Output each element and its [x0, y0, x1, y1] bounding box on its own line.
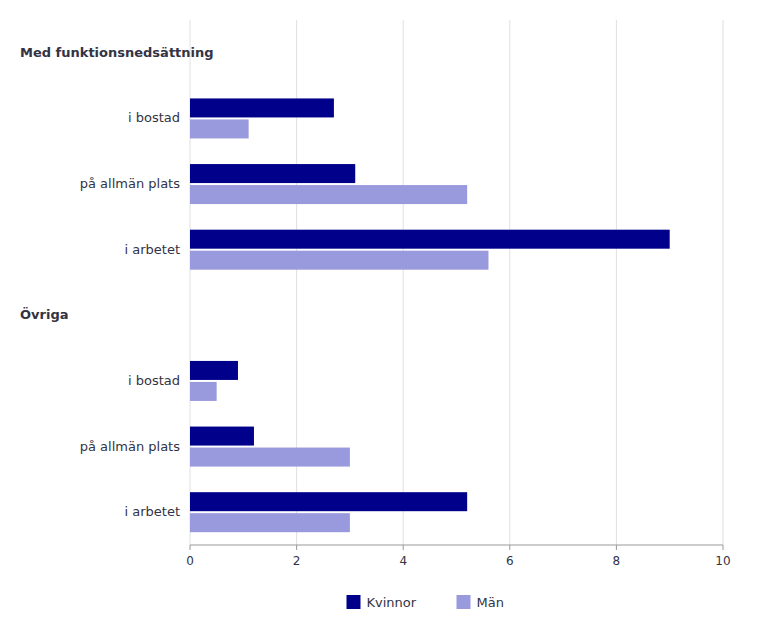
chart-svg: 0246810Kvinnor: 2.7Kvinnor: 3.1Kvinnor: … — [0, 0, 759, 635]
category-label: i arbetet — [125, 504, 181, 519]
tick-mark — [296, 545, 297, 550]
legend: Kvinnor Män — [347, 595, 504, 610]
grid-line — [509, 20, 510, 545]
legend-label: Kvinnor — [367, 595, 417, 610]
tick-mark — [403, 545, 404, 550]
grid-line — [616, 20, 617, 545]
axis-line — [190, 545, 723, 546]
grid — [190, 20, 723, 545]
tick-label: 2 — [293, 554, 301, 568]
bar: Män: 3 — [190, 513, 350, 532]
bar: Män: 5.6 — [190, 251, 488, 270]
bar: Kvinnor: 2.7 — [190, 98, 334, 117]
tick-mark — [723, 545, 724, 550]
tick-label: 4 — [399, 554, 407, 568]
grid-line — [403, 20, 404, 545]
category-label: i bostad — [128, 110, 180, 125]
category-label: i arbetet — [125, 242, 181, 257]
bar: Kvinnor: 9 — [190, 230, 670, 249]
category-label: i bostad — [128, 373, 180, 388]
legend-swatch — [457, 595, 471, 609]
bar: Män: 5.2 — [190, 185, 467, 204]
bar: Kvinnor: 0.9 — [190, 361, 238, 380]
legend-swatch — [347, 595, 361, 609]
tick-mark — [509, 545, 510, 550]
tick-label: 10 — [715, 554, 730, 568]
bar: Kvinnor: 3.1 — [190, 164, 355, 183]
tick-mark — [616, 545, 617, 550]
chart-container: 0246810Kvinnor: 2.7Kvinnor: 3.1Kvinnor: … — [0, 0, 759, 635]
bar: Män: 1.1 — [190, 119, 249, 138]
group-label: Övriga — [20, 307, 68, 322]
y-axis: Med funktionsnedsättning i bostad på allmä… — [20, 45, 214, 519]
group-label: Med funktionsnedsättning — [20, 45, 214, 60]
bar: Män: 0.5 — [190, 382, 217, 401]
tick-label: 0 — [186, 554, 194, 568]
x-axis: 0 2 4 6 8 10 — [186, 545, 730, 568]
tick-mark — [190, 545, 191, 550]
tick-label: 6 — [506, 554, 514, 568]
bar: Kvinnor: 1.2 — [190, 427, 254, 446]
legend-label: Män — [477, 595, 504, 610]
bar: Kvinnor: 5.2 — [190, 492, 467, 511]
category-label: på allmän plats — [80, 439, 180, 454]
tick-label: 8 — [613, 554, 621, 568]
bar: Män: 3 — [190, 448, 350, 467]
category-label: på allmän plats — [80, 176, 180, 191]
grid-line — [723, 20, 724, 545]
bars: Kvinnor: 2.7 Kvinnor: 3.1 Kvinnor: 9 Kvinno… — [190, 98, 670, 532]
